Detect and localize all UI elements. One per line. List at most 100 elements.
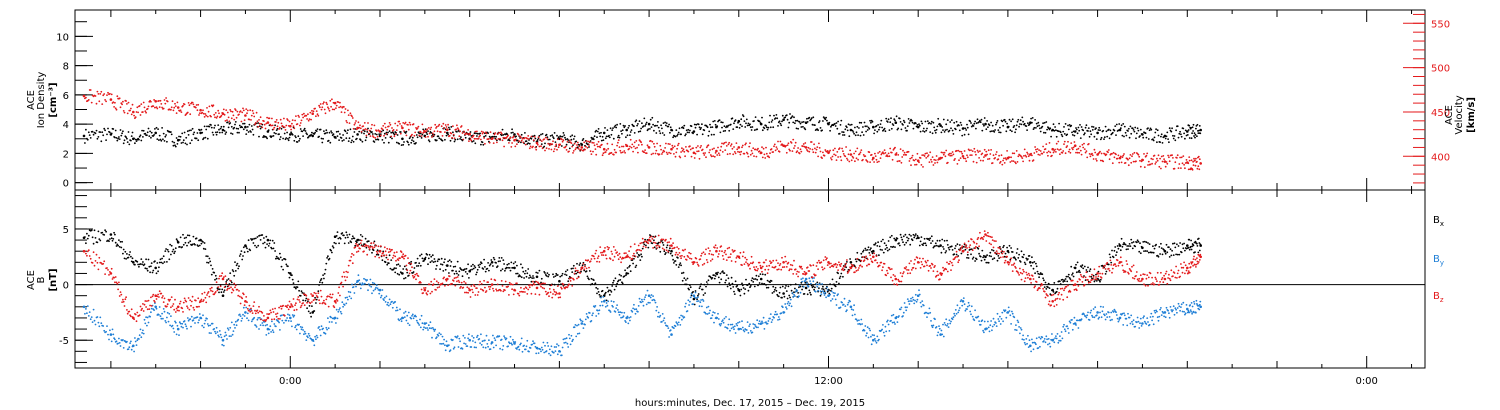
series-0-sample	[164, 250, 167, 253]
series-1-sample	[159, 315, 162, 318]
series-0-sample	[273, 242, 276, 244]
series-1-sample	[360, 283, 363, 286]
series-1-sample	[1078, 151, 1081, 154]
series-1-sample	[1174, 161, 1177, 164]
series-1-sample	[378, 292, 381, 295]
series-0-sample	[609, 289, 612, 292]
series-0-sample	[658, 130, 661, 132]
series-0-sample	[1087, 130, 1089, 132]
series-1-sample	[533, 135, 536, 138]
series-0-sample	[1067, 275, 1069, 278]
series-1-sample	[325, 101, 328, 104]
series-1-sample	[183, 103, 186, 106]
series-0-sample	[1124, 243, 1127, 246]
series-0-sample	[1147, 127, 1149, 129]
series-1-sample	[359, 127, 362, 130]
series-0-sample	[954, 245, 957, 247]
series-0-sample	[203, 125, 206, 128]
series-1-sample	[128, 346, 131, 349]
series-0-sample	[456, 130, 458, 133]
series-1-sample	[403, 312, 405, 314]
series-1-sample	[770, 148, 773, 150]
series-0-point	[289, 272, 292, 275]
series-1-sample	[411, 133, 413, 136]
series-0-sample	[935, 244, 938, 247]
series-0-sample	[375, 253, 378, 256]
series-0-sample	[195, 137, 198, 140]
series-0-sample	[276, 127, 279, 130]
series-1-sample	[1044, 148, 1047, 150]
series-1-sample	[800, 150, 803, 153]
series-0-sample	[688, 288, 690, 291]
series-1-sample	[794, 145, 796, 147]
series-0-sample	[488, 135, 491, 138]
series-0-sample	[1092, 274, 1095, 277]
series-1-sample	[172, 327, 175, 330]
series-0-sample	[251, 128, 254, 131]
series-1-sample	[975, 161, 978, 164]
series-0-sample	[150, 136, 152, 139]
series-0-sample	[510, 132, 513, 134]
series-1-point	[692, 151, 696, 155]
series-0-sample	[1027, 258, 1029, 260]
series-0-sample	[1023, 253, 1025, 256]
series-0-sample	[925, 244, 928, 247]
series-0-sample	[874, 242, 877, 245]
series-0-sample	[242, 128, 245, 131]
series-1-point	[401, 126, 404, 130]
series-0-sample	[190, 139, 193, 142]
series-0-sample	[1190, 239, 1192, 242]
series-1-sample	[884, 152, 887, 154]
series-0-sample	[448, 259, 451, 262]
series-0-sample	[1001, 120, 1004, 123]
series-1-sample	[127, 348, 130, 350]
series-0-sample	[934, 129, 936, 132]
series-1-sample	[589, 150, 592, 153]
series-0-point	[401, 137, 404, 141]
series-0-sample	[895, 115, 898, 118]
series-1-sample	[1072, 146, 1075, 149]
series-0-sample	[1083, 275, 1085, 277]
series-1-sample	[658, 153, 661, 156]
series-0-sample	[1131, 247, 1134, 250]
series-1-sample	[713, 147, 715, 150]
series-1-sample	[565, 149, 568, 151]
series-0-sample	[236, 262, 239, 265]
series-0-sample	[352, 140, 355, 143]
series-0-sample	[137, 263, 140, 266]
series-0-sample	[713, 133, 715, 136]
series-0-sample	[155, 272, 158, 275]
series-1-sample	[1021, 157, 1024, 160]
series-0-sample	[133, 137, 136, 140]
series-0-sample	[567, 139, 570, 142]
series-0-sample	[305, 132, 308, 135]
series-0-sample	[427, 257, 430, 260]
series-0-sample	[249, 249, 252, 252]
series-1-sample	[214, 116, 216, 119]
series-0-sample	[552, 273, 554, 276]
series-0-sample	[906, 236, 908, 239]
series-1-sample	[395, 306, 398, 309]
series-0-sample	[165, 134, 168, 136]
series-1-sample	[546, 341, 549, 344]
series-0-point	[446, 131, 449, 135]
series-1-sample	[427, 135, 429, 138]
series-1-sample	[548, 348, 551, 351]
series-0-point	[154, 266, 157, 270]
series-1-sample	[792, 138, 795, 141]
series-0-sample	[813, 288, 815, 291]
series-0-sample	[149, 271, 152, 274]
series-0-sample	[278, 258, 280, 261]
series-1-point	[356, 279, 359, 283]
series-0-sample	[576, 262, 578, 265]
series-0-sample	[952, 133, 955, 135]
series-0-sample	[671, 254, 674, 257]
series-1-sample	[170, 108, 172, 111]
series-0-sample	[905, 241, 908, 244]
series-1-sample	[475, 346, 477, 349]
series-1-sample	[1196, 160, 1198, 163]
series-1-sample	[466, 345, 469, 347]
series-1-sample	[143, 106, 146, 109]
series-0-sample	[862, 250, 864, 253]
series-0-sample	[770, 121, 773, 123]
